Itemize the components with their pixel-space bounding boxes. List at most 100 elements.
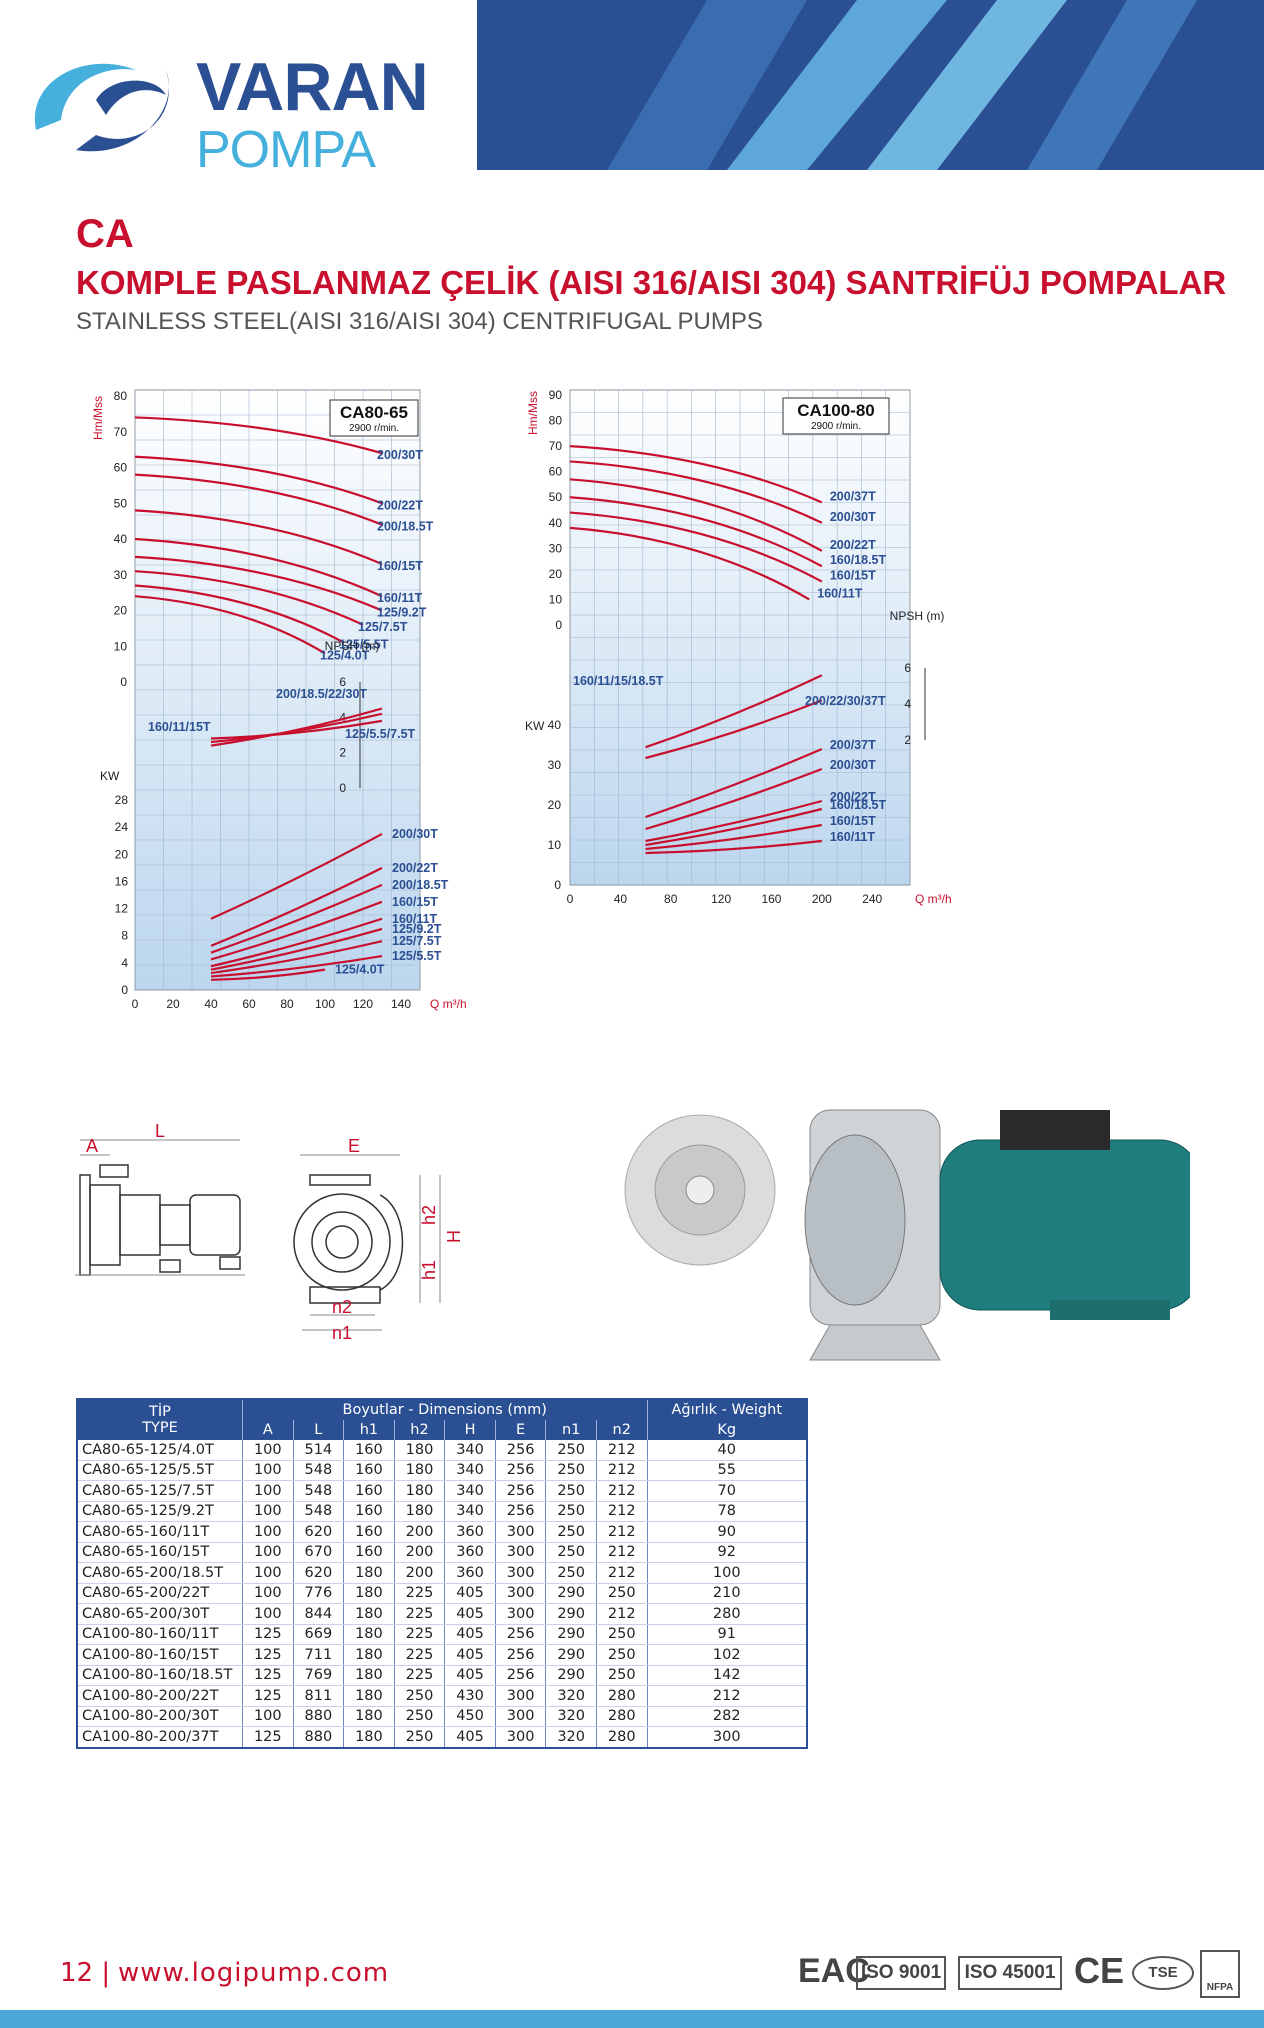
npsh-curve-label: 160/11/15T (148, 720, 211, 734)
npsh-curve-label: 160/11/15/18.5T (573, 674, 664, 688)
column-header-n2: n2 (596, 1420, 648, 1440)
npsh-curve-label: 125/5.5/7.5T (345, 727, 416, 741)
head-tick-label: 40 (114, 532, 128, 546)
website-link[interactable]: www.logipump.com (118, 1958, 390, 1988)
head-curve (134, 584, 345, 644)
cell-value: 711 (293, 1644, 345, 1666)
cell-value: 180 (343, 1644, 395, 1666)
power-curve (645, 807, 823, 847)
cell-value: 880 (293, 1706, 345, 1727)
iso-45001-badge: ISO 45001 (958, 1956, 1062, 1990)
head-curve (134, 416, 383, 455)
cell-value: 100 (242, 1542, 294, 1563)
kw-tick-label: 24 (115, 820, 129, 834)
x-axis-label: Q m³/h (430, 997, 467, 1011)
cell-value: 250 (545, 1501, 597, 1522)
x-tick-label: 100 (315, 997, 335, 1011)
npsh-axis-label: NPSH (m) (325, 639, 380, 653)
table-row: CA80-65-125/9.2T 100 548 160 180 340 256 250 212… (77, 1501, 808, 1522)
cell-value: 100 (242, 1440, 294, 1461)
dim-label-l: L (155, 1121, 165, 1141)
type-header-en: TYPE (142, 1420, 178, 1436)
cell-value: 200 (394, 1521, 446, 1543)
brand-name: VARAN (196, 49, 429, 125)
pump-side-view (75, 1139, 245, 1276)
cell-value: 160 (343, 1480, 395, 1502)
cell-value: 300 (495, 1603, 547, 1625)
kw-tick-label: 4 (121, 956, 128, 970)
cell-value: 125 (242, 1685, 294, 1707)
table-row: CA100-80-160/15T 125 711 180 225 405 256 290 250… (77, 1644, 808, 1666)
head-tick-label: 0 (555, 618, 562, 632)
x-tick-label: 140 (391, 997, 411, 1011)
table-row: CA80-65-125/5.5T 100 548 160 180 340 256 250 212… (77, 1460, 808, 1481)
head-tick-label: 70 (549, 439, 563, 453)
head-curve (569, 478, 823, 552)
type-header-tr: TİP (149, 1404, 171, 1420)
cell-value: 180 (343, 1583, 395, 1604)
power-curve (210, 968, 326, 981)
head-curve (569, 445, 823, 504)
footer-bar (0, 2010, 1264, 2028)
type-header: TİP TYPE (77, 1399, 243, 1440)
chart-subtitle: 2900 r/min. (349, 423, 399, 434)
cell-type: CA80-65-200/30T (77, 1603, 243, 1625)
cell-value: 125 (242, 1644, 294, 1666)
chart-title: CA80-65 (340, 403, 408, 422)
power-curve-label: 200/30T (830, 758, 876, 772)
cell-type: CA80-65-125/4.0T (77, 1440, 243, 1461)
cell-value: 548 (293, 1460, 345, 1481)
npsh-tick-label: 2 (339, 746, 346, 760)
kw-tick-label: 16 (115, 874, 129, 888)
table-row: CA100-80-200/22T 125 811 180 250 430 300 320 280… (77, 1685, 808, 1707)
head-curve-label: 200/22T (377, 498, 423, 512)
cell-value: 78 (647, 1501, 808, 1522)
head-curve-label: 125/9.2T (377, 606, 427, 620)
cell-value: 250 (545, 1460, 597, 1481)
npsh-tick-label: 2 (904, 733, 911, 747)
cell-value: 256 (495, 1460, 547, 1481)
cell-value: 91 (647, 1624, 808, 1645)
cell-value: 360 (444, 1562, 496, 1584)
cell-value: 430 (444, 1685, 496, 1707)
tse-badge: TSE (1132, 1956, 1194, 1990)
cell-value: 100 (242, 1583, 294, 1604)
head-curve-label: 200/18.5T (377, 520, 434, 534)
cell-value: 212 (596, 1480, 648, 1502)
cell-value: 250 (596, 1624, 648, 1645)
cell-value: 280 (647, 1603, 808, 1625)
kw-tick-label: 28 (115, 793, 129, 807)
cell-value: 212 (596, 1542, 648, 1563)
npsh-tick-label: 6 (904, 661, 911, 675)
cell-value: 125 (242, 1726, 294, 1748)
cell-value: 180 (343, 1562, 395, 1584)
cell-value: 100 (242, 1501, 294, 1522)
npsh-tick-label: 4 (904, 697, 911, 711)
cell-value: 405 (444, 1665, 496, 1686)
cell-value: 100 (647, 1562, 808, 1584)
column-header-l: L (293, 1420, 345, 1440)
cell-value: 300 (495, 1562, 547, 1584)
kw-tick-label: 12 (115, 902, 129, 916)
cell-value: 160 (343, 1440, 395, 1461)
power-curve-label: 160/11T (392, 912, 438, 926)
power-curve (210, 900, 383, 961)
iso-9001-badge: ISO 9001 (856, 1956, 946, 1990)
chart-ca80-65: 0 20 40 60 80 100 120 140 Q m³/h0102030405060708… (91, 389, 467, 1011)
cell-value: 256 (495, 1665, 547, 1686)
cell-type: CA80-65-160/11T (77, 1521, 243, 1543)
power-curve-label: 125/4.0T (335, 963, 385, 977)
cell-value: 250 (545, 1440, 597, 1461)
table-row: CA80-65-125/7.5T 100 548 160 180 340 256 250 212… (77, 1480, 808, 1502)
cell-value: 100 (242, 1706, 294, 1727)
x-tick-label: 40 (204, 997, 218, 1011)
head-curve-label: 200/30T (377, 448, 423, 462)
x-tick-label: 160 (761, 892, 781, 906)
cell-value: 250 (394, 1726, 446, 1748)
cell-value: 180 (394, 1480, 446, 1502)
cell-value: 620 (293, 1562, 345, 1584)
cell-value: 320 (545, 1685, 597, 1707)
x-tick-label: 80 (664, 892, 678, 906)
head-tick-label: 40 (549, 516, 563, 530)
cell-value: 160 (343, 1460, 395, 1481)
